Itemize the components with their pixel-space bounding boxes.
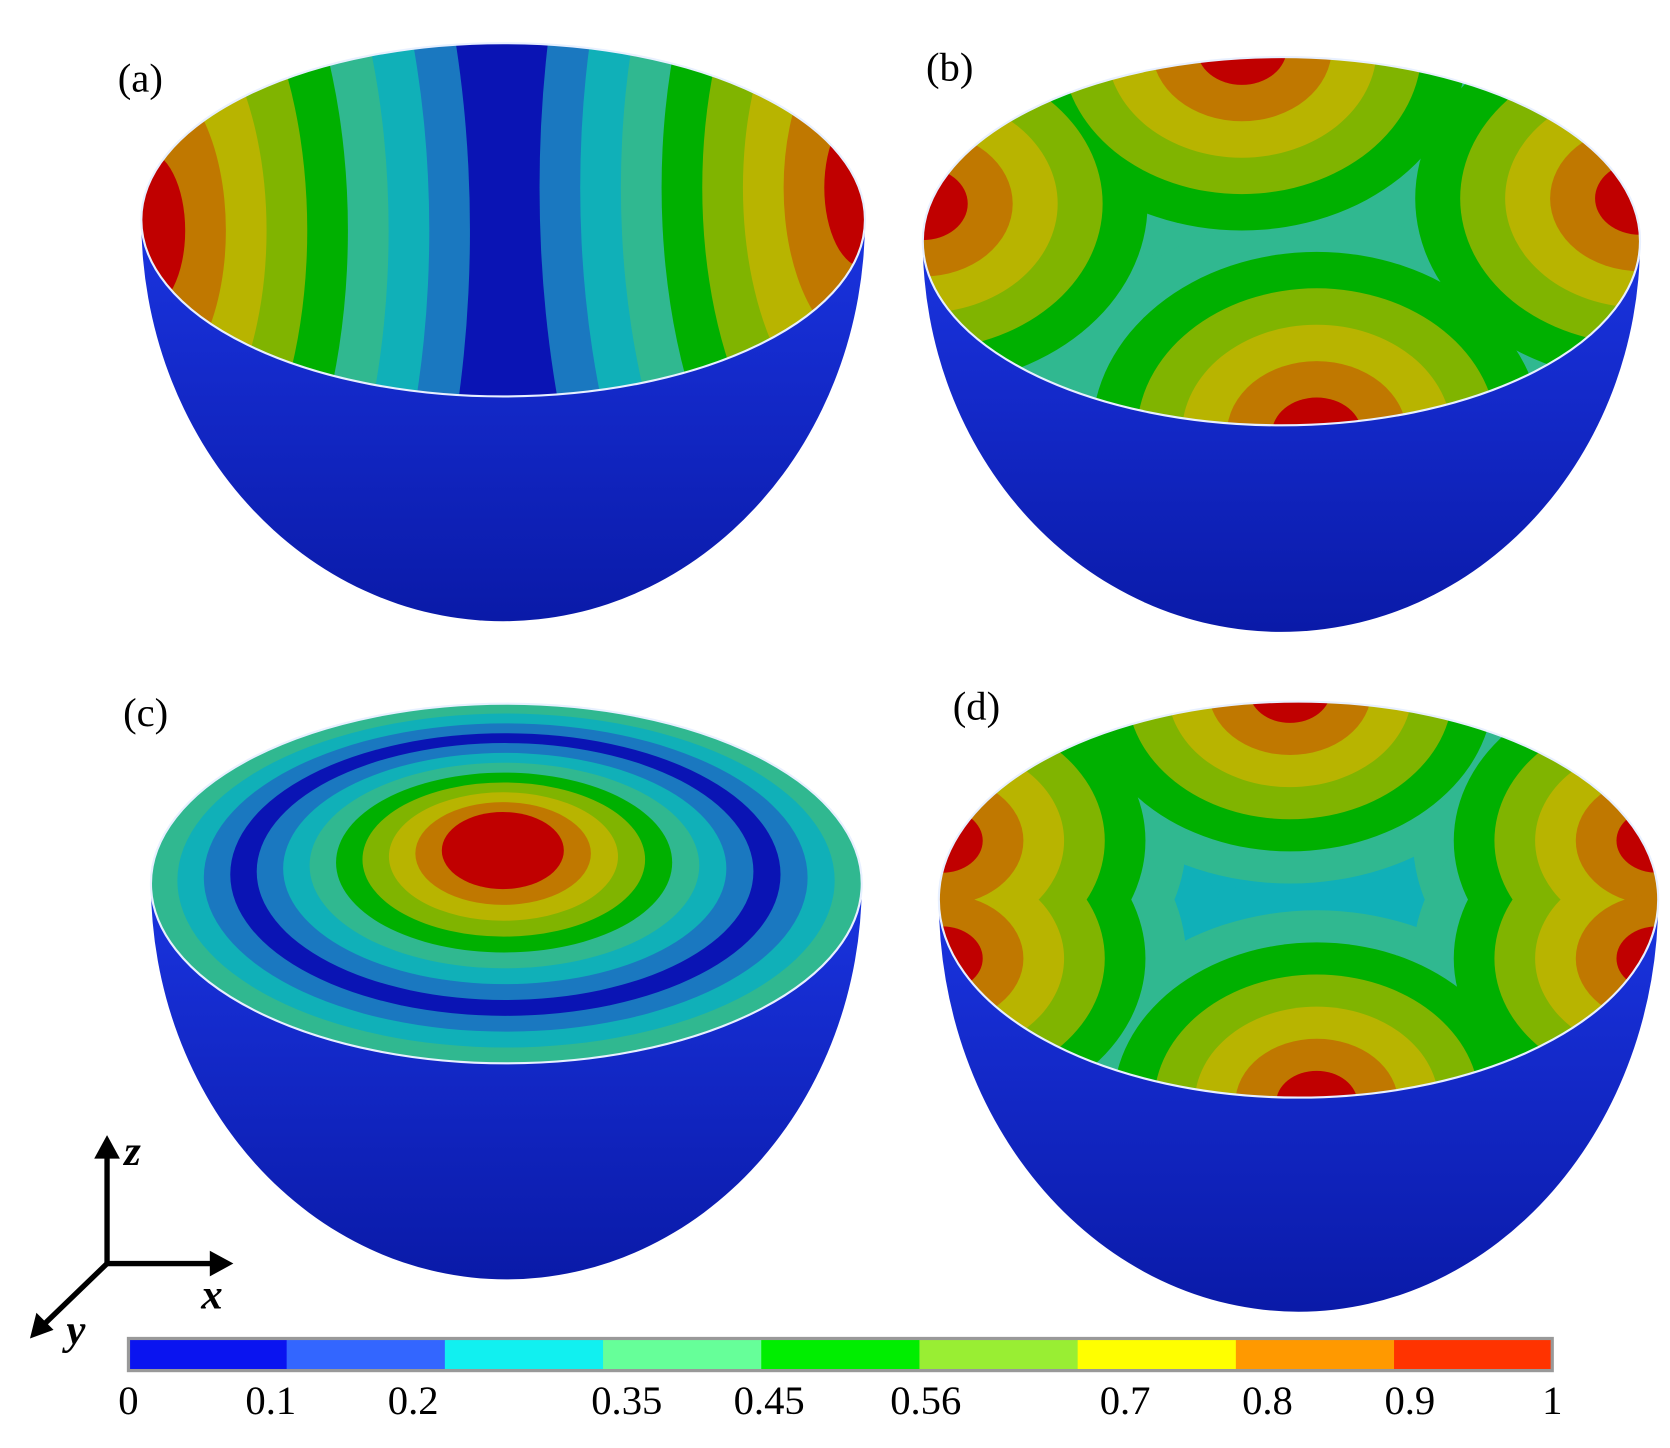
colorbar-tick-label: 0.45 xyxy=(734,1378,805,1423)
colorbar: 0 0.1 0.2 0.35 0.45 0.56 0.7 0.8 0.9 1 xyxy=(118,1336,1562,1423)
colorbar-tick-label: 0 xyxy=(118,1378,138,1423)
rim xyxy=(921,56,1642,427)
colorbar-tick-label: 0.8 xyxy=(1242,1378,1293,1423)
contour-band xyxy=(1595,161,1641,235)
contour-band xyxy=(1181,324,1452,426)
contour-band xyxy=(938,776,1024,905)
colorbar-segment xyxy=(286,1338,446,1371)
colorbar-tick-label: 0.2 xyxy=(388,1378,439,1423)
contour-band xyxy=(1167,701,1413,788)
colorbar-segment xyxy=(444,1338,604,1371)
colorbar-segment xyxy=(1077,1338,1237,1371)
panel-label: (a) xyxy=(118,55,163,100)
contour-band xyxy=(141,150,186,311)
contour-band xyxy=(824,107,865,268)
panel-label: (c) xyxy=(123,690,168,735)
contour-band xyxy=(1208,701,1372,756)
colorbar-tick-label: 0.7 xyxy=(1100,1378,1151,1423)
contour-band xyxy=(922,130,1013,277)
colorbar-segment xyxy=(919,1338,1079,1371)
contour-band xyxy=(1505,89,1641,308)
colorbar-tick-label: 1 xyxy=(1542,1378,1562,1423)
colorbar-segment xyxy=(1235,1338,1395,1371)
contour-band xyxy=(1550,125,1641,272)
contour-band xyxy=(1194,1006,1439,1098)
panel-label: (b) xyxy=(926,45,973,90)
colorbar-tick-label: 0.9 xyxy=(1384,1378,1435,1423)
colorbar-segment xyxy=(1394,1338,1553,1371)
rim xyxy=(149,702,863,1065)
contour-surface xyxy=(150,703,862,1064)
axis-label: y xyxy=(61,1307,86,1354)
colorbar-segment xyxy=(128,1338,288,1371)
contour-band xyxy=(441,811,564,890)
colorbar-tick-label: 0.1 xyxy=(245,1378,296,1423)
contour-band xyxy=(1226,361,1407,426)
colorbar-segment xyxy=(603,1338,762,1371)
contour-band xyxy=(1249,701,1331,723)
contour-band xyxy=(1196,57,1287,85)
contour-band xyxy=(938,894,1024,1023)
contour-band xyxy=(922,167,968,241)
axis-triad xyxy=(29,1135,234,1339)
hemispheres xyxy=(140,42,1660,1312)
colorbar-tick-label: 0.35 xyxy=(591,1378,662,1423)
axis-label: x xyxy=(200,1272,222,1319)
contour-band xyxy=(1276,1070,1358,1098)
contour-band xyxy=(1106,57,1377,158)
contour-band xyxy=(1151,57,1332,122)
rim xyxy=(937,700,1660,1099)
contour-band xyxy=(922,94,1058,313)
colorbar-segment xyxy=(761,1338,920,1371)
panel-label: (d) xyxy=(953,684,1000,729)
contour-band xyxy=(783,43,865,349)
axis-label: z xyxy=(122,1128,141,1175)
colorbar-tick-label: 0.56 xyxy=(890,1378,961,1423)
colorbar-frame xyxy=(126,1336,1554,1373)
contour-band xyxy=(1271,397,1362,426)
contour-band xyxy=(1235,1038,1399,1098)
rim xyxy=(140,42,867,398)
